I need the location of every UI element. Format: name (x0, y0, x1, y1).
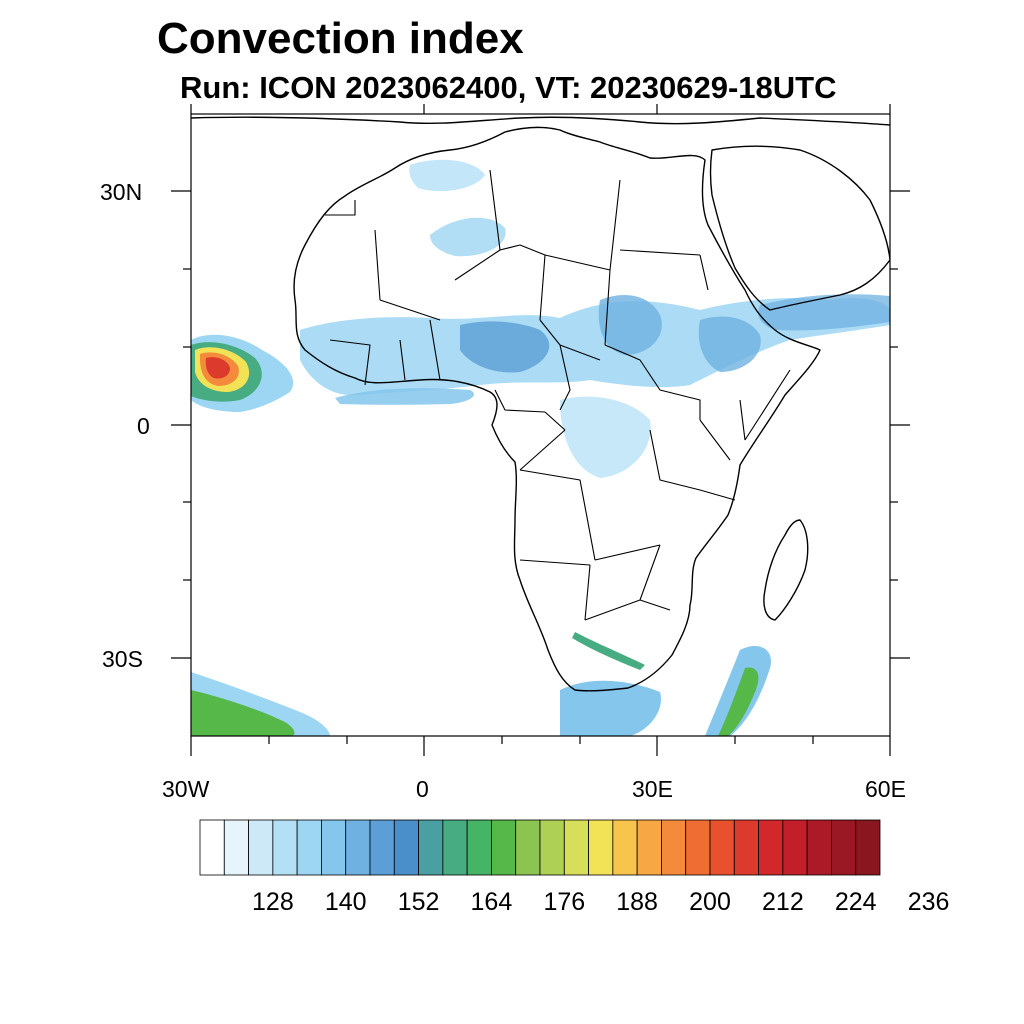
colorbar-swatch (491, 819, 517, 876)
colorbar-swatch (418, 819, 444, 876)
colorbar-swatch (709, 819, 735, 876)
colorbar-swatch (612, 819, 638, 876)
country-borders (325, 169, 791, 621)
colorbar-swatch (782, 819, 808, 876)
colorbar-label: 224 (834, 888, 877, 916)
contour-congo-patch (560, 396, 651, 478)
colorbar-swatch (636, 819, 662, 876)
contour-madagascar-green (718, 667, 759, 736)
lon-label-30e: 30E (632, 776, 673, 802)
colorbar-swatch (369, 819, 395, 876)
colorbar-label: 212 (762, 888, 804, 916)
lon-label-0: 0 (416, 776, 429, 802)
africa-coastline (293, 126, 821, 692)
colorbar-swatch (806, 819, 832, 876)
colorbar-swatch (442, 819, 468, 876)
colorbar-label: 164 (470, 888, 513, 916)
contour-arabia-band (758, 294, 890, 331)
map-subtitle: Run: ICON 2023062400, VT: 20230629-18UTC (180, 70, 837, 105)
colorbar-swatch (248, 819, 274, 876)
colorbar-label: 200 (689, 888, 731, 916)
colorbar-label: 140 (324, 888, 367, 916)
plot-frame (190, 113, 891, 737)
contour-sahel-core (460, 321, 550, 373)
contour-libya-patch (409, 159, 485, 192)
colorbar-swatch (321, 819, 347, 876)
colorbar-swatch (393, 819, 419, 876)
colorbar (199, 819, 881, 876)
colorbar-swatch (466, 819, 492, 876)
coastlines (191, 116, 890, 692)
contour-gulf-guinea (335, 388, 474, 405)
colorbar-swatch (272, 819, 298, 876)
colorbar-swatch (199, 819, 225, 876)
lat-label-30n: 30N (100, 179, 143, 205)
contour-ethiopia-core (698, 316, 761, 372)
colorbar-swatch (733, 819, 759, 876)
colorbar-swatch (758, 819, 784, 876)
colorbar-swatch (296, 819, 322, 876)
lat-label-0: 0 (137, 413, 150, 439)
madagascar-coastline (763, 519, 809, 621)
europe-coastline (191, 116, 890, 126)
convection-field (191, 159, 890, 736)
map-title: Convection index (157, 14, 524, 63)
colorbar-swatch (345, 819, 371, 876)
lon-label-60e: 60E (865, 776, 906, 802)
colorbar-label: 128 (252, 888, 294, 916)
arabia-coastline (709, 145, 890, 311)
colorbar-swatch (685, 819, 711, 876)
colorbar-label: 188 (616, 888, 658, 916)
colorbar-swatch (588, 819, 614, 876)
colorbar-swatch (223, 819, 249, 876)
colorbar-label: 236 (907, 888, 950, 916)
contour-atlantic-red (205, 357, 230, 379)
colorbar-swatch (661, 819, 687, 876)
colorbar-swatch (831, 819, 857, 876)
contour-sahara-patch (430, 217, 506, 257)
colorbar-label: 152 (397, 888, 440, 916)
colorbar-label: 176 (543, 888, 586, 916)
contour-cape-band (560, 680, 661, 736)
contour-southern-africa-band (572, 632, 645, 670)
lon-label-30w: 30W (162, 776, 210, 802)
colorbar-swatch (515, 819, 541, 876)
contour-sudan-core (598, 295, 662, 355)
colorbar-swatch (563, 819, 589, 876)
colorbar-swatch (855, 819, 881, 876)
colorbar-swatch (539, 819, 565, 876)
contour-south-atlantic-green (191, 690, 295, 736)
lat-label-30s: 30S (102, 646, 143, 672)
axis-ticks (171, 104, 910, 756)
